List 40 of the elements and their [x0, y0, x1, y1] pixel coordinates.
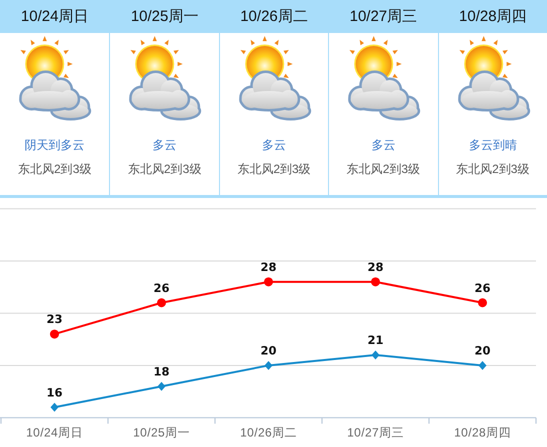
point [478, 298, 487, 308]
point [158, 382, 166, 391]
text: 东北风2到3级 [236, 161, 312, 177]
text: 东北风2到3级 [126, 161, 202, 177]
point [372, 350, 380, 360]
text: 多云 [152, 137, 178, 153]
category-label: 10/24周日 [20, 8, 90, 26]
text: 多云到晴 [468, 137, 518, 153]
data-label: 18 [153, 364, 170, 378]
point [264, 360, 272, 370]
text: 多云 [260, 137, 287, 153]
point [50, 330, 59, 339]
data-label: 16 [46, 385, 63, 400]
point [50, 402, 58, 412]
x-tick-label: 10/28周四 [454, 426, 511, 440]
x-tick-label: 10/26周二 [240, 426, 297, 440]
point [478, 360, 486, 370]
x-tick-label: 10/27周三 [347, 426, 404, 440]
category-label: 10/28周四 [458, 8, 528, 26]
data-label: 20 [474, 343, 491, 358]
text: 东北风2到3级 [346, 161, 422, 177]
text: 东北风2到3级 [455, 161, 530, 177]
text: 阴天到多云 [24, 137, 86, 153]
data-label: 21 [367, 333, 384, 347]
data-label: 20 [260, 343, 277, 358]
category-label: 10/27周三 [348, 8, 418, 26]
data-label: 28 [260, 260, 277, 274]
category-label: 10/25周一 [130, 8, 200, 26]
data-label: 28 [367, 260, 384, 274]
data-label: 26 [474, 280, 491, 295]
data-label: 23 [46, 312, 63, 326]
point [157, 298, 166, 308]
point [264, 277, 273, 286]
x-tick-label: 10/25周一 [133, 426, 190, 440]
category-label: 10/26周二 [239, 8, 309, 26]
data-label: 26 [153, 280, 170, 295]
text: 多云 [370, 137, 396, 153]
x-tick-label: 10/24周日 [26, 426, 83, 440]
text: 东北风2到3级 [17, 161, 92, 177]
point [371, 277, 380, 286]
